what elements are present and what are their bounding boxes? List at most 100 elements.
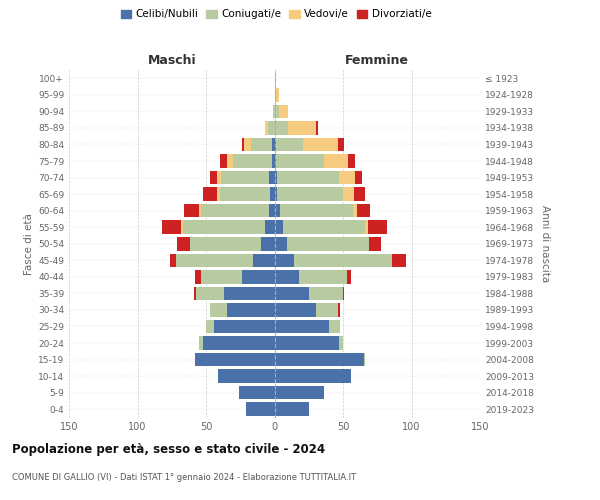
Bar xyxy=(329,320,340,334)
Bar xyxy=(196,286,224,300)
Bar xyxy=(275,286,309,300)
Bar xyxy=(354,188,365,201)
Bar xyxy=(275,270,299,283)
Bar xyxy=(365,220,368,234)
Bar xyxy=(195,270,200,283)
Bar xyxy=(349,154,355,168)
Bar xyxy=(210,303,227,316)
Bar xyxy=(170,254,176,267)
Bar xyxy=(181,220,183,234)
Bar xyxy=(287,237,369,250)
Bar xyxy=(339,171,355,184)
Bar xyxy=(218,370,275,383)
Bar xyxy=(303,138,338,151)
Text: COMUNE DI GALLIO (VI) - Dati ISTAT 1° gennaio 2024 - Elaborazione TUTTITALIA.IT: COMUNE DI GALLIO (VI) - Dati ISTAT 1° ge… xyxy=(12,472,356,482)
Bar xyxy=(283,220,365,234)
Bar xyxy=(253,254,275,267)
Bar xyxy=(293,254,392,267)
Bar xyxy=(369,237,382,250)
Bar xyxy=(343,286,344,300)
Bar xyxy=(268,121,275,134)
Bar xyxy=(233,154,272,168)
Bar xyxy=(368,220,387,234)
Bar xyxy=(220,188,271,201)
Bar xyxy=(276,154,324,168)
Bar xyxy=(227,303,275,316)
Bar xyxy=(276,138,303,151)
Bar xyxy=(338,303,340,316)
Bar xyxy=(299,270,347,283)
Bar xyxy=(190,237,261,250)
Bar xyxy=(275,88,276,102)
Bar xyxy=(239,386,275,400)
Bar xyxy=(275,104,278,118)
Bar xyxy=(244,138,251,151)
Bar xyxy=(246,402,275,416)
Bar xyxy=(355,171,362,184)
Bar xyxy=(176,254,253,267)
Bar xyxy=(199,204,200,218)
Bar xyxy=(339,336,343,350)
Bar xyxy=(221,171,269,184)
Bar xyxy=(276,88,278,102)
Bar xyxy=(224,286,275,300)
Bar xyxy=(353,204,357,218)
Bar xyxy=(242,270,275,283)
Bar xyxy=(275,303,316,316)
Text: Maschi: Maschi xyxy=(148,54,196,68)
Bar xyxy=(227,154,233,168)
Bar xyxy=(275,121,288,134)
Bar xyxy=(203,188,217,201)
Bar xyxy=(200,204,269,218)
Bar xyxy=(316,121,319,134)
Bar xyxy=(275,72,276,85)
Bar xyxy=(272,138,275,151)
Bar xyxy=(392,254,406,267)
Bar xyxy=(273,104,275,118)
Bar xyxy=(195,353,275,366)
Bar xyxy=(275,138,276,151)
Bar xyxy=(356,204,370,218)
Legend: Celibi/Nubili, Coniugati/e, Vedovi/e, Divorziati/e: Celibi/Nubili, Coniugati/e, Vedovi/e, Di… xyxy=(116,5,436,24)
Bar xyxy=(277,171,339,184)
Bar xyxy=(275,402,309,416)
Bar xyxy=(275,370,351,383)
Bar xyxy=(275,154,276,168)
Bar xyxy=(275,204,280,218)
Bar xyxy=(275,171,277,184)
Bar xyxy=(277,188,343,201)
Bar xyxy=(261,237,275,250)
Bar xyxy=(184,204,199,218)
Bar xyxy=(364,353,365,366)
Bar xyxy=(275,220,283,234)
Bar xyxy=(275,353,364,366)
Bar xyxy=(162,220,181,234)
Bar xyxy=(220,154,227,168)
Bar xyxy=(265,220,275,234)
Bar xyxy=(275,254,293,267)
Bar xyxy=(288,121,316,134)
Bar xyxy=(338,138,344,151)
Bar xyxy=(265,121,268,134)
Bar xyxy=(203,336,275,350)
Bar xyxy=(214,320,275,334)
Bar xyxy=(347,270,351,283)
Bar xyxy=(324,154,349,168)
Bar xyxy=(278,104,288,118)
Bar xyxy=(217,188,220,201)
Bar xyxy=(242,138,244,151)
Bar xyxy=(251,138,272,151)
Bar xyxy=(271,188,275,201)
Bar xyxy=(206,320,214,334)
Bar xyxy=(183,220,265,234)
Bar xyxy=(275,320,329,334)
Bar xyxy=(275,336,339,350)
Bar xyxy=(177,237,190,250)
Bar xyxy=(217,171,221,184)
Bar xyxy=(275,237,287,250)
Bar xyxy=(309,286,343,300)
Bar xyxy=(275,188,277,201)
Text: Femmine: Femmine xyxy=(345,54,409,68)
Bar xyxy=(275,386,324,400)
Bar xyxy=(194,286,196,300)
